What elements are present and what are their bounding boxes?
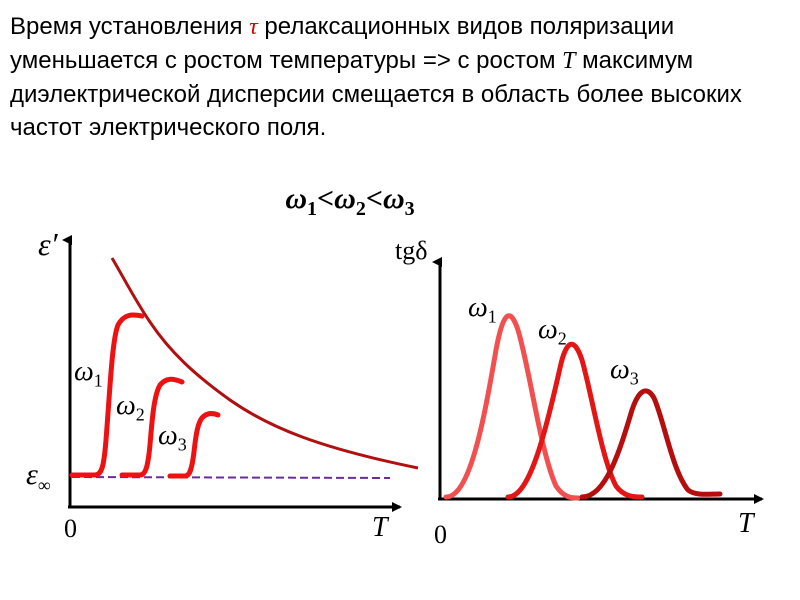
right-label-omega-2: ω2	[538, 314, 567, 349]
left-curve-omega-1	[69, 312, 145, 478]
left-curve-omega-3	[167, 411, 221, 479]
right-curve-omega-1	[443, 313, 581, 501]
header-paragraph: Время установления τ релаксационных видо…	[10, 10, 795, 144]
header-text-c: максимум диэлектрической дисперсии смеща…	[10, 47, 742, 141]
right-label-omega-1: ω1	[468, 292, 497, 327]
header-text-b: релаксационных видов поляризации уменьша…	[10, 13, 675, 74]
left-x-axis-label: T	[372, 512, 388, 543]
less-than: <	[317, 182, 335, 215]
left-label-omega-3: ω3	[158, 420, 187, 455]
left-label-omega-2: ω2	[116, 390, 145, 425]
left-origin-label: 0	[64, 514, 77, 543]
left-y-axis-label: ε′	[38, 226, 58, 262]
omega-sub-3: 3	[404, 198, 415, 220]
tau-symbol: τ	[249, 14, 258, 40]
right-curve-omega-3	[579, 388, 723, 500]
omega-symbol: ω	[334, 182, 356, 215]
omega-symbol: ω	[382, 182, 405, 215]
right-y-axis-label: tgδ	[395, 236, 428, 265]
left-curve-omega-2	[119, 376, 185, 478]
frequency-relation: ω1<ω2<ω3	[0, 182, 700, 221]
right-label-omega-3: ω3	[610, 354, 639, 389]
right-curve-omega-2	[505, 342, 645, 500]
left-label-omega-1: ω1	[74, 356, 103, 391]
less-than: <	[365, 182, 383, 215]
header-text-a: Время установления	[10, 13, 250, 40]
eps-inf-baseline	[71, 476, 391, 479]
right-x-axis-label: T	[738, 508, 754, 539]
eps-inf-label: ε∞	[26, 458, 51, 495]
omega-sub-2: 2	[355, 198, 366, 220]
left-envelope-curve	[110, 257, 419, 470]
omega-sub-1: 1	[307, 198, 318, 220]
right-origin-label: 0	[434, 520, 447, 549]
omega-symbol: ω	[285, 182, 308, 215]
temperature-symbol: T	[562, 48, 576, 74]
